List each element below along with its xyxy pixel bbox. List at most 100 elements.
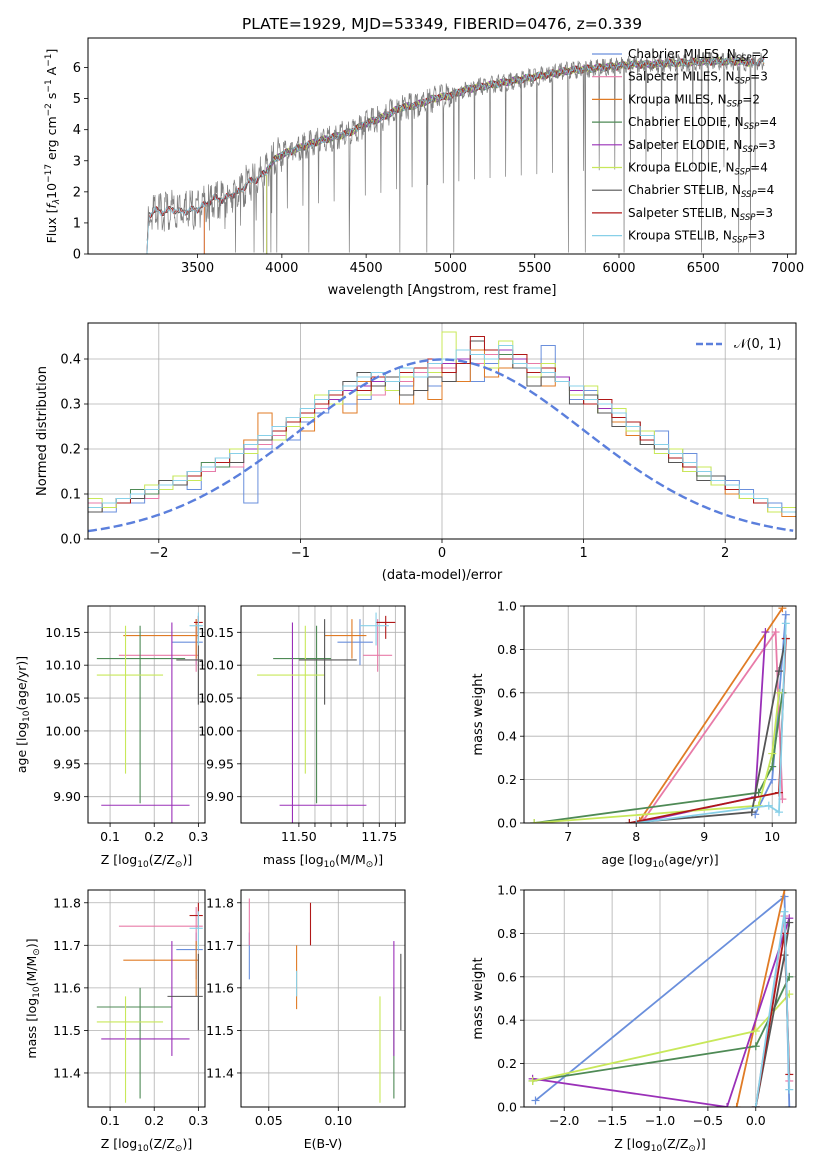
y-tick-label: 0.4 <box>60 353 81 368</box>
plot-area <box>524 606 796 823</box>
figure-title: PLATE=1929, MJD=53349, FIBERID=0476, z=0… <box>242 15 642 33</box>
y-tick-label: 2 <box>73 185 81 200</box>
y-tick-label: 9.95 <box>53 756 81 771</box>
y-tick-label: 0.8 <box>497 926 517 941</box>
y-tick-label: 0.0 <box>60 533 81 548</box>
x-tick-label: 0.0 <box>746 1113 766 1128</box>
y-tick-label: 0.0 <box>497 816 517 831</box>
x-tick-label: 5500 <box>518 261 551 276</box>
x-tick-label: −2.0 <box>549 1113 579 1128</box>
y-tick-label: 0.2 <box>60 443 81 458</box>
y-tick-label: 0.2 <box>497 772 517 787</box>
y-tick-label: 0.4 <box>497 1013 517 1028</box>
axes-frame <box>87 605 206 824</box>
x-tick-label: 2 <box>721 546 729 561</box>
y-tick-label: 9.95 <box>206 756 234 771</box>
y-tick-label: 11.8 <box>206 895 234 910</box>
x-tick-label: 0.3 <box>188 1113 208 1128</box>
y-tick-label: 11.6 <box>53 980 81 995</box>
x-axis-label: E(B-V) <box>304 1136 343 1151</box>
normal-curve <box>88 358 794 533</box>
x-tick-label: −1 <box>291 546 310 561</box>
y-tick-label: 10.10 <box>45 658 81 673</box>
legend-label: Salpeter MILES, NSSP=3 <box>628 70 768 87</box>
legend-label: Salpeter ELODIE, NSSP=3 <box>628 138 776 155</box>
y-tick-label: 10.10 <box>198 658 234 673</box>
x-tick-label: 0.3 <box>188 829 208 844</box>
y-tick-label: 11.5 <box>53 1023 81 1038</box>
weight-line-kroupa-miles <box>638 607 784 822</box>
y-tick-label: 0.6 <box>497 969 517 984</box>
plot-area <box>524 890 796 1107</box>
plot-area <box>88 890 205 1107</box>
histogram-chabrier-stelib <box>88 340 796 517</box>
x-tick-label: 0.2 <box>144 829 164 844</box>
y-tick-label: 9.90 <box>53 789 81 804</box>
legend-label: Kroupa ELODIE, NSSP=4 <box>628 161 768 178</box>
legend-label: Chabrier ELODIE, NSSP=4 <box>628 115 777 132</box>
y-tick-label: 10.15 <box>45 625 81 640</box>
y-tick-label: 0.0 <box>497 1100 517 1115</box>
y-tick-label: 11.6 <box>206 980 234 995</box>
legend-label: Kroupa STELIB, NSSP=3 <box>628 229 765 246</box>
y-axis-label: Flux [fλ10−17 erg cm−2 s−1 A−1] <box>44 49 62 244</box>
x-tick-label: 0.1 <box>100 829 120 844</box>
weight-line-kroupa-stelib <box>636 623 787 823</box>
histogram-kroupa-stelib <box>88 345 796 517</box>
y-tick-label: 10.00 <box>198 723 234 738</box>
x-tick-label: 11.50 <box>281 829 317 844</box>
plot-area <box>88 323 796 539</box>
axes-frame <box>240 889 406 1108</box>
mass-age-panel: 11.50 11.75 9.90 9.95 10.00 10.05 10.10 10.15 ma… <box>198 605 406 870</box>
y-tick-label: 10.05 <box>198 691 234 706</box>
x-tick-label: 0.2 <box>144 1113 164 1128</box>
axes-frame <box>523 605 797 824</box>
y-tick-label: 9.90 <box>206 789 234 804</box>
y-axis-label: mass weight <box>471 957 486 1039</box>
x-tick-label: 11.75 <box>361 829 397 844</box>
axes-frame <box>87 37 797 255</box>
y-tick-label: 11.5 <box>206 1023 234 1038</box>
weight-line-kroupa-elodie <box>534 692 780 823</box>
weight-line-salpeter-elodie <box>532 917 791 1107</box>
y-tick-label: 0.8 <box>497 642 517 657</box>
data-spectrum-line <box>146 51 765 253</box>
x-tick-label: 0.10 <box>324 1113 352 1128</box>
x-tick-label: −1.5 <box>597 1113 627 1128</box>
y-tick-label: 11.8 <box>53 895 81 910</box>
legend-label: 𝒩(0, 1) <box>734 337 781 352</box>
y-tick-label: 11.7 <box>206 938 234 953</box>
plot-area <box>241 890 405 1107</box>
y-tick-label: 1 <box>73 216 81 231</box>
legend-label: Chabrier STELIB, NSSP=4 <box>628 183 774 200</box>
weight-line-chabrier-stelib <box>629 638 787 823</box>
y-tick-label: 0.6 <box>497 685 517 700</box>
y-tick-label: 0.3 <box>60 398 81 413</box>
spectrum-panel: 3500 4000 4500 5000 5500 6000 6500 7000 0 1 2 3 4 5 6 w… <box>44 37 804 298</box>
z-weight-panel: −2.0 −1.5 −1.0 −0.5 0.0 0.0 0.2 0.4 0.6 0.8 1.0 mas… <box>471 883 797 1154</box>
y-tick-label: 0.2 <box>497 1056 517 1071</box>
y-tick-label: 11.7 <box>53 938 81 953</box>
x-axis-label: mass [log10(M/M⊙)] <box>263 852 383 870</box>
y-tick-label: 10.00 <box>45 723 81 738</box>
y-tick-label: 1.0 <box>497 883 517 898</box>
axes-frame <box>87 889 206 1108</box>
axes-frame <box>240 605 406 824</box>
plot-area <box>88 606 205 823</box>
y-axis-label: mass [log10(M/M⊙)] <box>24 938 42 1058</box>
plot-area <box>241 606 405 823</box>
legend: Chabrier MILES, NSSP=2 Salpeter MILES, NS… <box>592 47 777 246</box>
y-tick-label: 11.4 <box>53 1065 81 1080</box>
x-tick-label: −0.5 <box>693 1113 723 1128</box>
y-tick-label: 11.4 <box>206 1065 234 1080</box>
z-age-panel: 0.1 0.2 0.3 9.90 9.95 10.00 10.05 10.10 10.15 Z [… <box>14 605 208 870</box>
x-tick-label: 7 <box>564 829 572 844</box>
y-tick-label: 10.15 <box>198 625 234 640</box>
x-tick-label: 10 <box>764 829 780 844</box>
x-tick-label: 3500 <box>181 261 214 276</box>
y-axis-label: age [log10(age/yr)] <box>14 656 32 773</box>
y-tick-label: 3 <box>73 154 81 169</box>
x-tick-label: 5000 <box>434 261 467 276</box>
plot-area <box>146 51 765 254</box>
